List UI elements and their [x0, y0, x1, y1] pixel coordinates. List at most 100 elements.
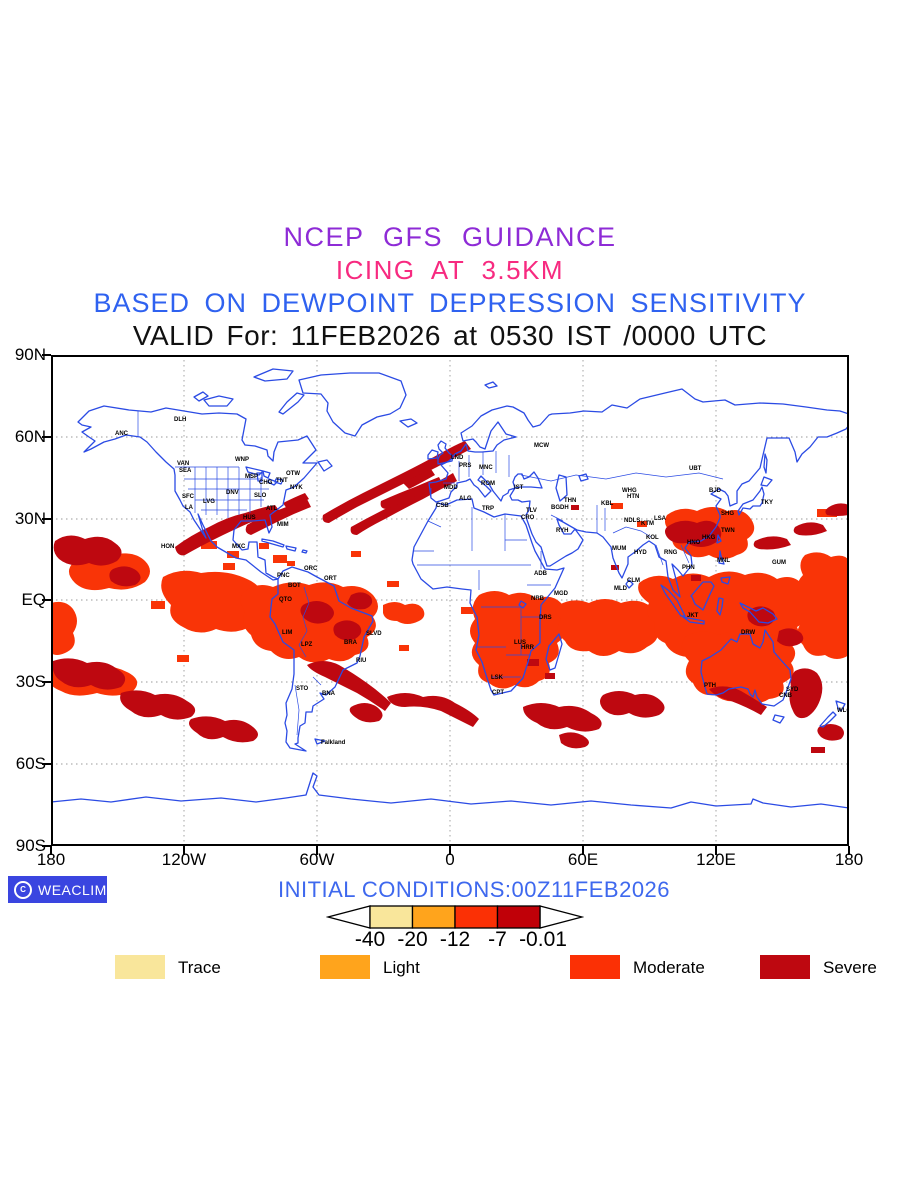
city-label: HRR: [521, 645, 535, 651]
legend-swatch: [320, 955, 370, 979]
city-label: NDLS: [624, 518, 640, 524]
city-label: SLO: [254, 493, 267, 499]
city-label: PNC: [277, 573, 290, 579]
city-label: PTH: [704, 683, 716, 689]
city-label: WHG: [622, 488, 637, 494]
x-axis-tick: [848, 846, 850, 855]
x-axis-tick: [449, 846, 451, 855]
x-axis-label: 180: [834, 850, 864, 869]
city-label: BOT: [288, 583, 301, 589]
coastlines: [51, 368, 849, 809]
city-label: HTN: [627, 494, 639, 500]
city-label: CNB: [779, 693, 793, 699]
city-label: KOL: [646, 535, 659, 541]
city-label: LA: [185, 505, 194, 511]
x-axis-label: 60E: [567, 850, 599, 869]
legend-swatch: [115, 955, 165, 979]
country-borders: [137, 411, 724, 736]
city-label: ROM: [481, 481, 495, 487]
y-axis-tick: [42, 517, 51, 520]
colorbar-tick-label: -40: [354, 928, 386, 951]
legend-label: Moderate: [633, 958, 705, 977]
legend-label: Light: [383, 958, 420, 977]
colorbar-tick-label: -0.01: [519, 928, 567, 951]
x-axis-label: 180: [36, 850, 66, 869]
x-axis-label: 0: [445, 850, 455, 869]
city-label: KBL: [601, 501, 614, 507]
city-label: MDD: [444, 485, 458, 491]
initial-conditions-label: INITIAL CONDITIONS:00Z11FEB2026: [277, 877, 671, 902]
x-axis-tick: [582, 846, 584, 855]
city-label: RIU: [356, 658, 366, 664]
city-label: SLVD: [366, 631, 382, 637]
city-label: LVG: [203, 499, 215, 505]
page-title: NCEP GFS GUIDANCE: [283, 222, 617, 252]
weaclim-logo-text: WEACLIM: [38, 881, 107, 898]
city-label: PHN: [682, 565, 695, 571]
city-label: CRO: [521, 515, 535, 521]
icing-severe-region: [52, 441, 849, 753]
city-label: TLV: [526, 508, 537, 514]
city-label: TWN: [721, 528, 735, 534]
y-axis-tick: [42, 599, 51, 602]
colorbar-cell-moderate: [454, 905, 499, 929]
colorbar-cell-severe: [496, 905, 541, 929]
city-label: SFC: [182, 494, 195, 500]
y-axis-tick: [42, 354, 51, 356]
city-label: CHG: [259, 480, 273, 486]
city-label: DRS: [539, 615, 552, 621]
colorbar-cell-trace: [369, 905, 414, 929]
legend-swatch: [760, 955, 810, 979]
city-label: MSP: [245, 474, 258, 480]
y-axis-label: 30N: [14, 508, 46, 528]
city-label: CPT: [492, 690, 504, 696]
y-axis-label: EQ: [21, 590, 46, 610]
city-label: ADB: [534, 571, 548, 577]
colorbar-cell-light: [411, 905, 456, 929]
city-label: KTM: [641, 521, 654, 527]
y-axis-label: 90S: [15, 835, 46, 855]
y-axis-label: 60N: [14, 426, 46, 446]
y-axis-tick: [42, 844, 51, 847]
city-label: SEA: [179, 468, 192, 474]
colorbar: [326, 905, 584, 929]
city-label: OTW: [286, 471, 300, 477]
city-label: JKT: [687, 613, 699, 619]
city-label: DRW: [741, 630, 756, 636]
city-label: LSK: [491, 675, 504, 681]
city-label: NRB: [531, 596, 545, 602]
valid-time-label: VALID For: 11FEB2026 at 0530 IST /0000 U…: [132, 320, 768, 351]
city-label: CSB: [436, 503, 449, 509]
legend-label: Severe: [823, 958, 877, 977]
city-label: WNP: [235, 457, 249, 463]
city-label: WLG: [837, 708, 849, 714]
colorbar-left-arrow: [326, 905, 371, 929]
x-axis-label: 120W: [161, 850, 207, 869]
city-label: SYD: [786, 687, 799, 693]
y-axis-tick: [42, 763, 51, 766]
city-label: VAN: [177, 461, 189, 467]
y-axis-label: 60S: [15, 754, 46, 774]
city-label: BGDH: [551, 505, 569, 511]
weaclim-logo: C WEACLIM: [8, 876, 107, 903]
legend-swatch: [570, 955, 620, 979]
city-label: UBT: [689, 466, 702, 472]
weaclim-logo-icon: C: [14, 880, 32, 899]
city-label: MLD: [614, 586, 628, 592]
city-label: TKY: [761, 500, 773, 506]
city-label: RNG: [664, 550, 678, 556]
city-label: MCW: [534, 443, 549, 449]
city-label: LIM: [282, 630, 292, 636]
city-label: PRS: [459, 463, 471, 469]
city-label: MGD: [554, 591, 569, 597]
colorbar-tick-label: -7: [488, 928, 507, 951]
city-label: HYD: [634, 550, 647, 556]
city-label: ORC: [304, 566, 318, 572]
city-label: IST: [514, 485, 524, 491]
city-label: ALG: [459, 496, 472, 502]
x-axis-label: 120E: [696, 850, 736, 869]
city-label: MNL: [717, 558, 730, 564]
city-label: MXC: [232, 544, 246, 550]
